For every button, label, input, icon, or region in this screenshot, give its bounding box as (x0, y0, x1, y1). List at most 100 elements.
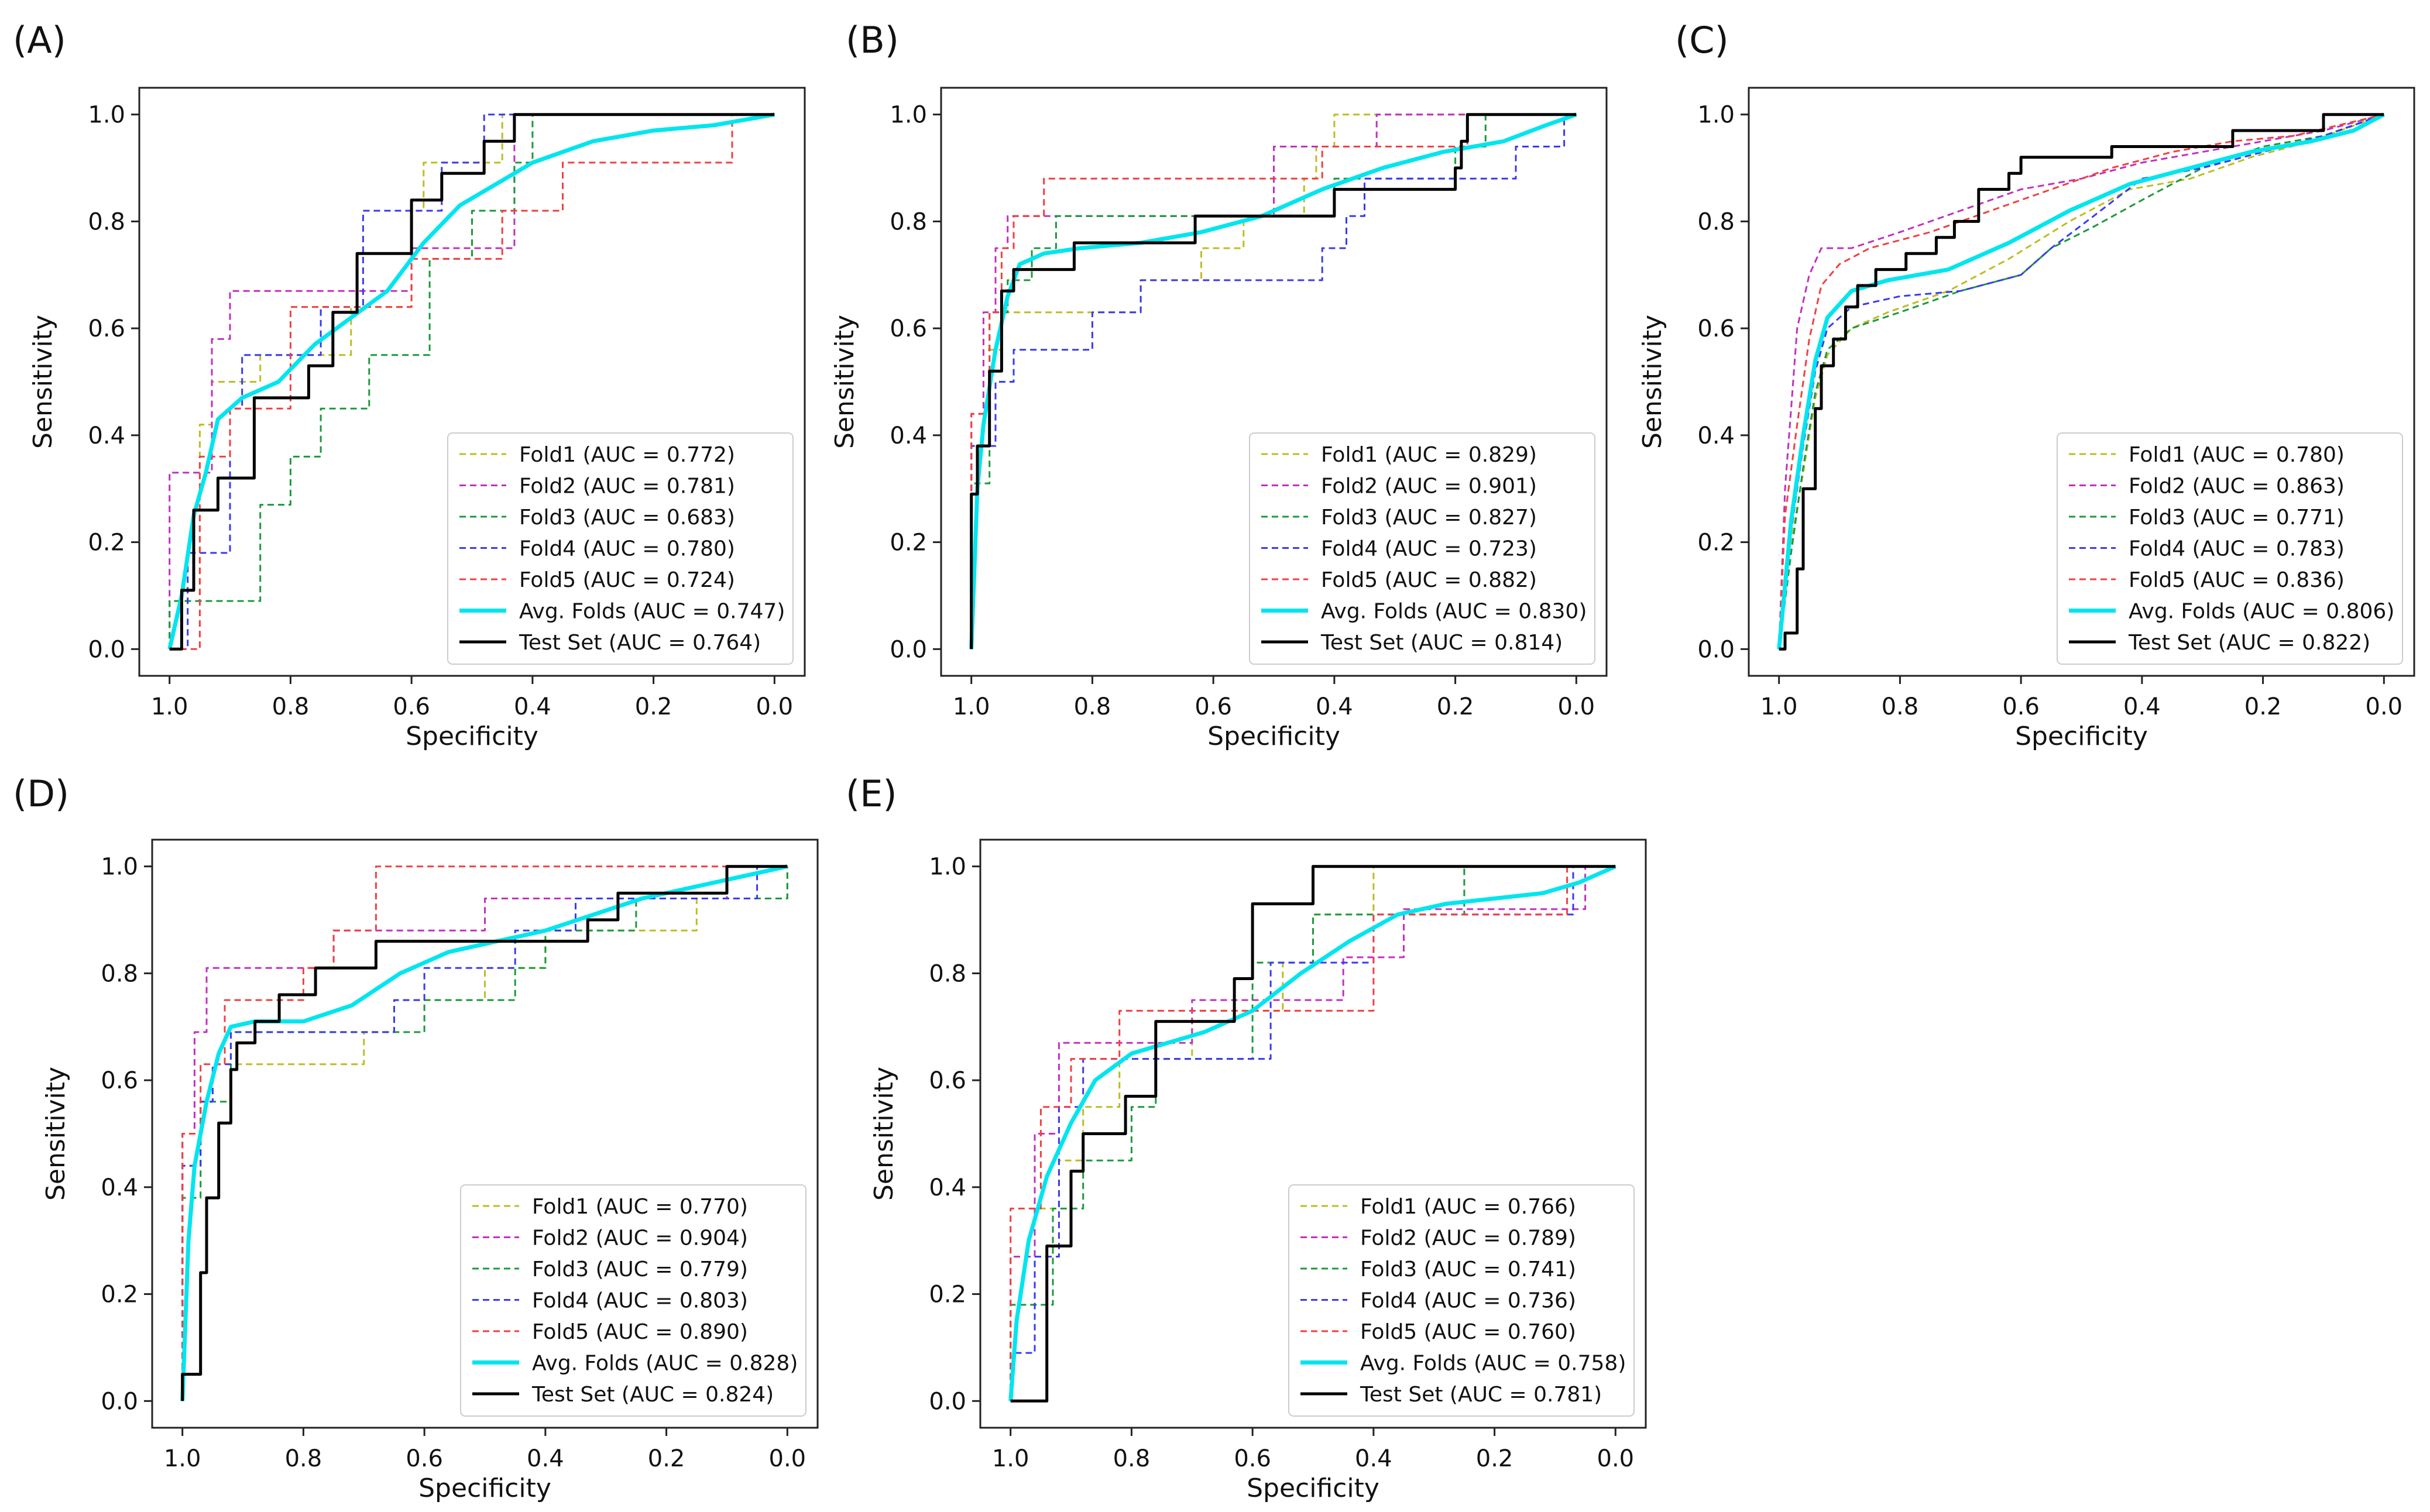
roc-panel-e: (E) 1.0 0.8 0.6 0.4 0.2 0.0 0.0 0.2 0.4 0.6 0.8 1.0 S… (846, 772, 1647, 1503)
legend-entry: Avg. Folds (AUC = 0.806) (2129, 600, 2394, 624)
x-tick-label: 0.0 (769, 1445, 806, 1472)
legend-entry: Fold5 (AUC = 0.760) (1360, 1320, 1576, 1344)
panel-label: (C) (1675, 19, 1729, 61)
x-axis-label: Specificity (1207, 721, 1340, 751)
y-tick-label: 0.0 (890, 636, 927, 663)
roc-series-line (169, 114, 775, 650)
legend-entry: Fold5 (AUC = 0.836) (2129, 568, 2345, 592)
x-axis-label: Specificity (406, 721, 538, 751)
x-tick-label: 0.6 (1234, 1445, 1271, 1472)
legend-entry: Fold3 (AUC = 0.683) (519, 506, 735, 530)
y-tick-label: 0.8 (1697, 208, 1735, 235)
x-axis-label: Specificity (2015, 721, 2148, 751)
x-tick-label: 0.6 (1195, 693, 1232, 720)
roc-panel-c: (C) 1.0 0.8 0.6 0.4 0.2 0.0 0.0 0.2 0.4 0.6 0.8 1.0 S… (1638, 19, 2415, 751)
x-tick-label: 1.0 (1760, 693, 1798, 720)
legend-entry: Fold4 (AUC = 0.803) (532, 1289, 748, 1313)
y-tick-label: 0.2 (890, 530, 927, 556)
x-axis-label: Specificity (418, 1473, 551, 1503)
x-tick-label: 0.8 (285, 1445, 322, 1472)
y-tick-label: 0.8 (890, 208, 927, 235)
legend-entry: Fold1 (AUC = 0.766) (1360, 1195, 1576, 1219)
legend-entry: Test Set (AUC = 0.814) (1320, 631, 1563, 655)
legend-entry: Test Set (AUC = 0.764) (519, 631, 761, 655)
roc-series-line (180, 864, 788, 1401)
y-tick-label: 1.0 (101, 854, 138, 881)
y-tick-label: 0.6 (101, 1067, 138, 1094)
legend-entry: Fold1 (AUC = 0.780) (2129, 443, 2345, 467)
y-tick-label: 0.2 (929, 1281, 966, 1308)
panel-label: (A) (13, 19, 66, 61)
legend-entry: Test Set (AUC = 0.822) (2128, 631, 2370, 655)
y-tick-label: 0.4 (101, 1174, 138, 1201)
x-tick-label: 0.4 (514, 693, 551, 720)
x-tick-label: 0.2 (1476, 1445, 1513, 1472)
roc-panel-b: (B) 1.0 0.8 0.6 0.4 0.2 0.0 0.0 0.2 0.4 0.6 0.8 1.0 S… (830, 19, 1608, 751)
roc-series-line (181, 865, 788, 1401)
roc-series-line (1777, 112, 2385, 650)
y-tick-label: 0.6 (929, 1067, 966, 1094)
legend-entry: Fold3 (AUC = 0.827) (1321, 506, 1537, 530)
legend-entry: Test Set (AUC = 0.781) (1360, 1383, 1602, 1407)
x-tick-label: 1.0 (151, 693, 188, 720)
x-tick-label: 0.4 (527, 1445, 564, 1472)
axes-frame (138, 87, 806, 677)
y-tick-label: 0.8 (88, 208, 125, 235)
roc-series-line (169, 114, 775, 650)
y-tick-label: 1.0 (1697, 102, 1735, 129)
y-tick-label: 1.0 (929, 854, 966, 881)
y-tick-label: 1.0 (890, 102, 927, 129)
roc-panel-d: (D) 1.0 0.8 0.6 0.4 0.2 0.0 0.0 0.2 0.4 0.6 0.8 1.0 S… (13, 772, 819, 1503)
x-tick-label: 0.2 (635, 693, 672, 720)
roc-series-line (1010, 865, 1616, 1401)
x-tick-label: 0.6 (393, 693, 430, 720)
axes-frame (151, 839, 819, 1429)
roc-series-line (1010, 865, 1616, 1403)
x-tick-label: 0.8 (272, 693, 310, 720)
y-tick-label: 0.6 (88, 315, 125, 342)
roc-series-line (1010, 865, 1616, 1401)
legend-entry: Fold1 (AUC = 0.829) (1321, 443, 1537, 467)
legend-entry: Fold3 (AUC = 0.771) (2129, 506, 2345, 530)
axes-frame (979, 839, 1647, 1429)
x-tick-label: 0.8 (1882, 693, 1919, 720)
legend-box (460, 1184, 806, 1417)
panel-label: (B) (846, 19, 899, 61)
y-tick-label: 0.4 (88, 422, 125, 449)
legend-entry: Fold4 (AUC = 0.783) (2129, 537, 2345, 561)
y-axis-label: Sensitivity (1638, 315, 1667, 449)
y-tick-label: 0.2 (88, 530, 125, 556)
legend-entry: Fold5 (AUC = 0.724) (519, 568, 735, 592)
legend-entry: Fold4 (AUC = 0.780) (519, 537, 735, 561)
x-tick-label: 0.4 (2123, 693, 2161, 720)
y-tick-label: 0.4 (1697, 422, 1735, 449)
y-tick-label: 0.0 (88, 636, 125, 663)
x-tick-label: 0.2 (648, 1445, 685, 1472)
x-axis-label: Specificity (1247, 1473, 1379, 1503)
roc-series-line (169, 114, 775, 650)
legend-entry: Fold2 (AUC = 0.863) (2129, 475, 2345, 499)
roc-series-line (1778, 114, 2384, 650)
x-tick-label: 0.6 (406, 1445, 443, 1472)
legend-box (1288, 1184, 1635, 1417)
legend-box (447, 432, 794, 665)
x-tick-label: 0.8 (1074, 693, 1111, 720)
legend-entry: Fold2 (AUC = 0.901) (1321, 475, 1537, 499)
x-tick-label: 0.0 (2366, 693, 2403, 720)
legend-entry: Fold2 (AUC = 0.789) (1360, 1226, 1576, 1250)
legend-entry: Avg. Folds (AUC = 0.747) (519, 600, 785, 624)
y-tick-label: 0.8 (101, 960, 138, 987)
panel-label: (D) (13, 772, 69, 815)
x-tick-label: 0.2 (2244, 693, 2282, 720)
x-tick-label: 0.2 (1437, 693, 1474, 720)
roc-series-line (970, 114, 1577, 650)
legend-entry: Fold1 (AUC = 0.772) (519, 443, 735, 467)
y-axis-label: Sensitivity (28, 315, 58, 449)
y-tick-label: 0.4 (929, 1174, 966, 1201)
roc-series-line (169, 113, 775, 651)
x-tick-label: 0.6 (2002, 693, 2040, 720)
x-tick-label: 0.0 (756, 693, 794, 720)
y-tick-label: 0.4 (890, 422, 927, 449)
legend-entry: Avg. Folds (AUC = 0.828) (532, 1352, 798, 1376)
